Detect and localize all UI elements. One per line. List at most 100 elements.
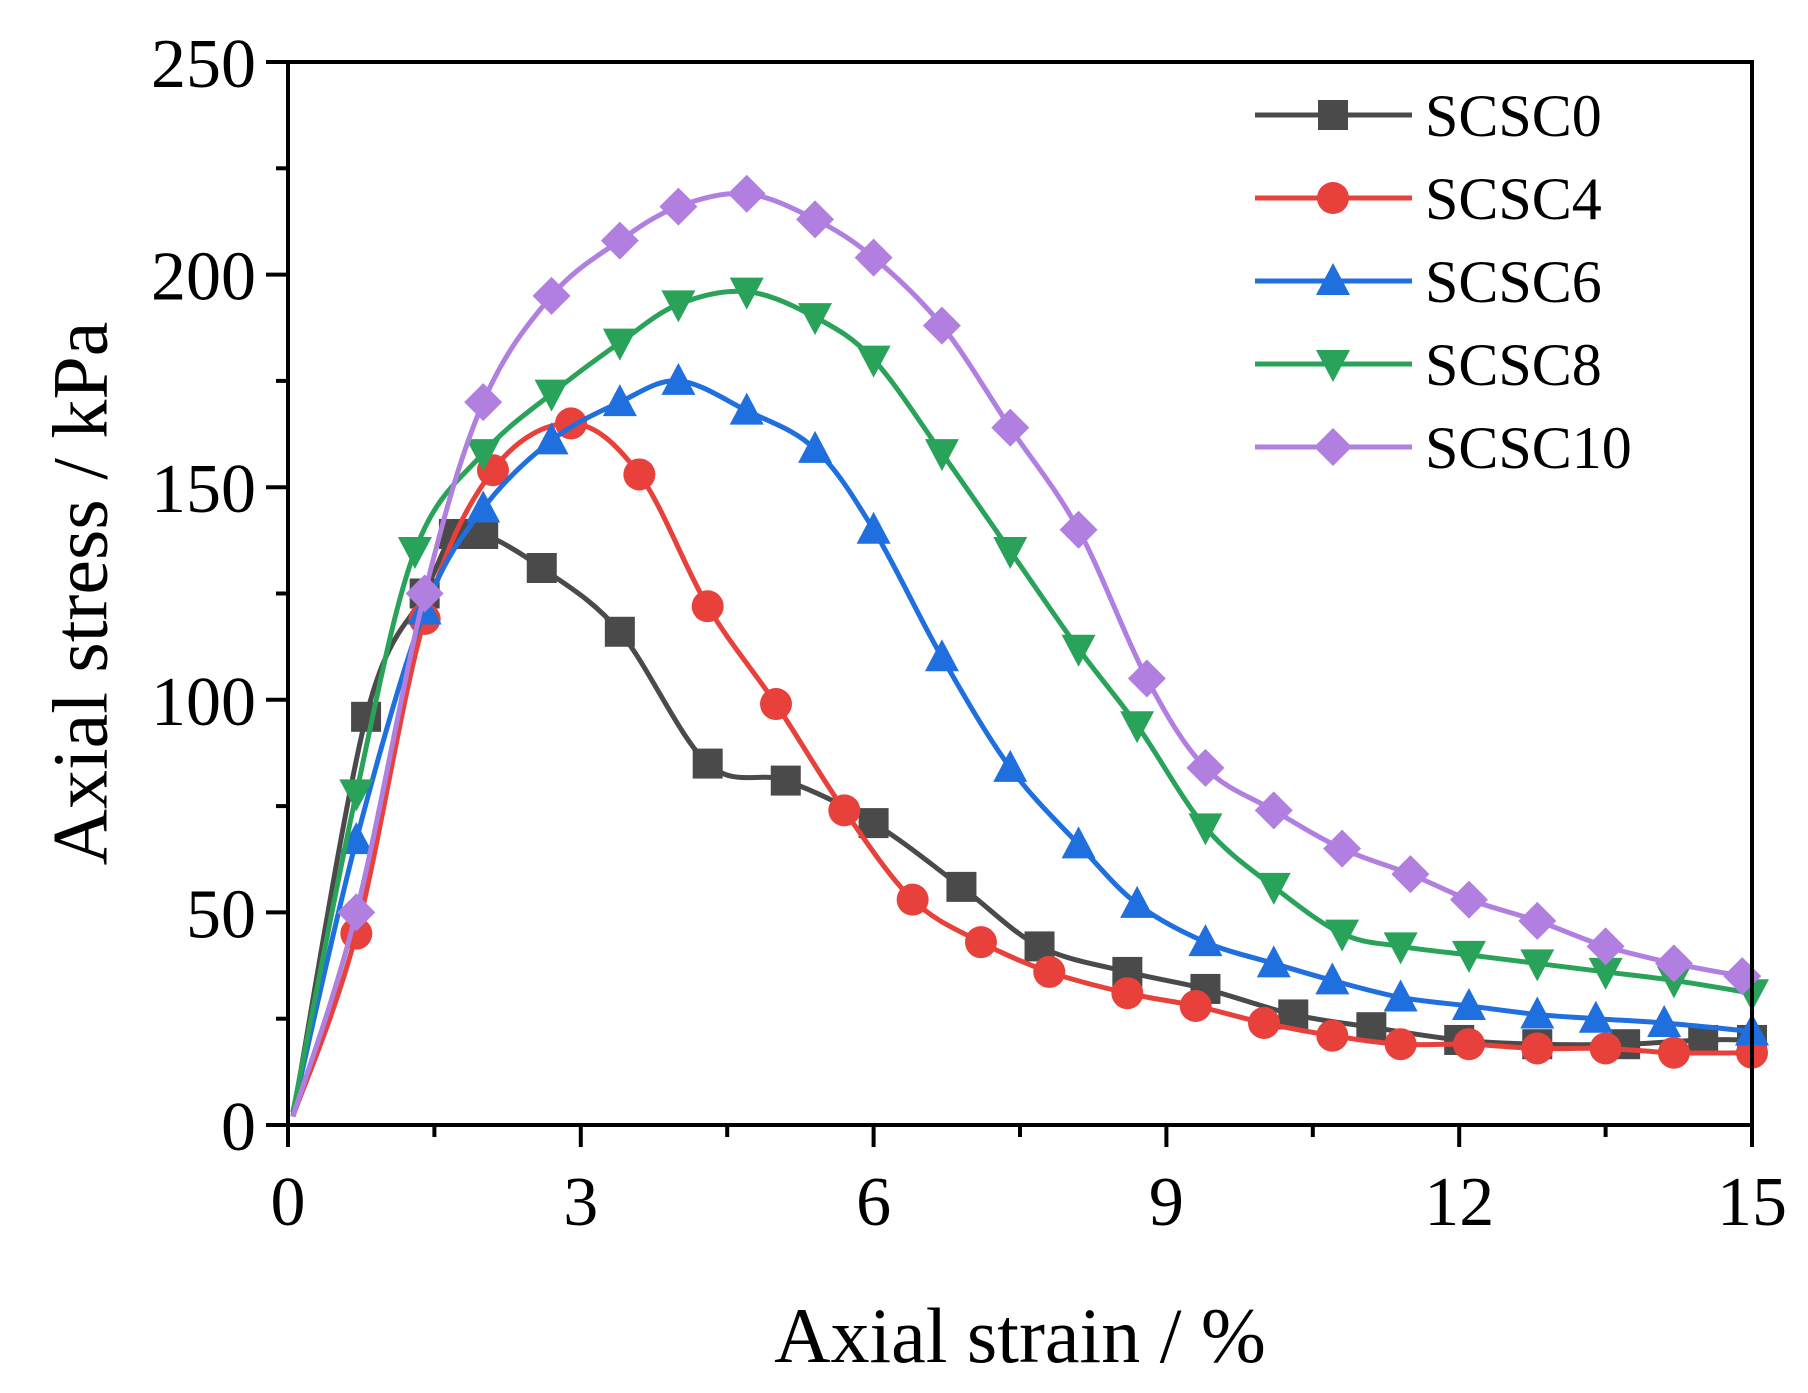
data-point <box>1248 1006 1280 1039</box>
data-point <box>1452 1028 1485 1061</box>
data-point <box>924 439 959 472</box>
data-point <box>856 345 891 378</box>
x-tick-label: 15 <box>1717 1164 1787 1241</box>
ticks-layer <box>266 60 1754 1147</box>
data-point <box>1325 919 1360 952</box>
data-point <box>602 328 637 361</box>
data-point <box>1518 901 1557 940</box>
data-point <box>1316 1019 1349 1052</box>
series-scsc4 <box>290 407 1768 1118</box>
data-point <box>464 383 503 422</box>
y-tick-label: 0 <box>221 1089 256 1166</box>
series-layer <box>290 174 1769 1118</box>
data-point <box>729 277 764 310</box>
data-point <box>1323 829 1362 868</box>
x-tick-label: 12 <box>1424 1164 1494 1241</box>
data-point <box>1520 949 1555 982</box>
data-point <box>770 765 801 796</box>
data-point <box>604 616 635 647</box>
data-point <box>991 408 1030 447</box>
data-point <box>896 883 929 916</box>
legend-marker <box>1318 100 1348 130</box>
data-point <box>532 276 571 315</box>
y-tick-label: 150 <box>151 451 256 528</box>
data-point <box>1179 989 1212 1022</box>
data-point <box>760 688 792 721</box>
data-point <box>534 422 569 455</box>
data-point <box>798 430 833 463</box>
data-point <box>1188 924 1223 957</box>
legend-label: SCSC6 <box>1425 249 1602 315</box>
data-point <box>1111 977 1144 1010</box>
data-point <box>798 303 833 336</box>
data-point <box>1315 962 1350 995</box>
data-point <box>828 794 861 827</box>
data-point <box>339 779 374 812</box>
data-point <box>600 221 639 260</box>
data-point <box>922 306 961 345</box>
data-point <box>964 926 997 959</box>
data-point <box>946 871 977 902</box>
data-point <box>1521 1032 1554 1065</box>
data-point <box>727 174 766 213</box>
legend-item: SCSC6 <box>1255 249 1602 315</box>
data-point <box>1188 813 1223 846</box>
data-point <box>602 384 637 417</box>
data-point <box>1586 927 1625 966</box>
data-point <box>1449 880 1488 919</box>
series-scsc8 <box>290 277 1769 1113</box>
data-point <box>659 187 698 226</box>
series-scsc10 <box>290 174 1762 1118</box>
data-point <box>1033 955 1066 988</box>
data-point <box>1383 979 1418 1012</box>
data-point <box>1451 987 1486 1020</box>
legend: SCSC0 SCSC4 SCSC6 SCSC8 SCSC10 <box>1255 83 1632 481</box>
data-point <box>1451 940 1486 973</box>
data-point <box>1120 885 1155 918</box>
data-point <box>1061 826 1096 859</box>
data-point <box>1589 1032 1622 1065</box>
data-point <box>856 511 891 544</box>
data-point <box>796 200 835 239</box>
data-point <box>993 536 1028 569</box>
data-point <box>1656 966 1691 999</box>
data-point <box>526 552 557 583</box>
data-point <box>1356 1012 1387 1043</box>
data-point <box>691 590 724 623</box>
data-point <box>1383 932 1418 965</box>
data-point <box>661 362 696 395</box>
legend-marker <box>1317 182 1349 214</box>
legend-marker <box>1314 428 1352 466</box>
data-point <box>1061 634 1096 667</box>
legend-item: SCSC4 <box>1255 166 1602 232</box>
data-point <box>1578 1000 1613 1033</box>
data-point <box>1127 659 1166 698</box>
legend-label: SCSC8 <box>1425 332 1602 398</box>
data-point <box>1647 1004 1682 1037</box>
x-tick-label: 9 <box>1149 1164 1184 1241</box>
data-point <box>466 439 501 472</box>
data-point <box>623 458 656 491</box>
data-point <box>397 536 432 569</box>
data-point <box>466 490 501 523</box>
legend-marker <box>1316 263 1350 295</box>
x-tick-label: 0 <box>271 1164 306 1241</box>
legend-item: SCSC8 <box>1255 332 1602 398</box>
data-point <box>1588 957 1623 990</box>
data-point <box>858 808 889 839</box>
data-point <box>661 290 696 323</box>
x-tick-label: 3 <box>563 1164 598 1241</box>
legend-label: SCSC10 <box>1425 415 1632 481</box>
y-tick-label: 100 <box>151 664 256 741</box>
legend-label: SCSC0 <box>1425 83 1602 149</box>
data-point <box>1256 945 1291 978</box>
data-point <box>1384 1028 1417 1061</box>
data-point <box>337 893 376 932</box>
data-point <box>924 639 959 672</box>
legend-item: SCSC0 <box>1255 83 1602 149</box>
data-point <box>1657 1036 1690 1069</box>
legend-marker <box>1316 350 1350 382</box>
data-point <box>993 749 1028 782</box>
y-tick-label: 200 <box>151 239 256 316</box>
